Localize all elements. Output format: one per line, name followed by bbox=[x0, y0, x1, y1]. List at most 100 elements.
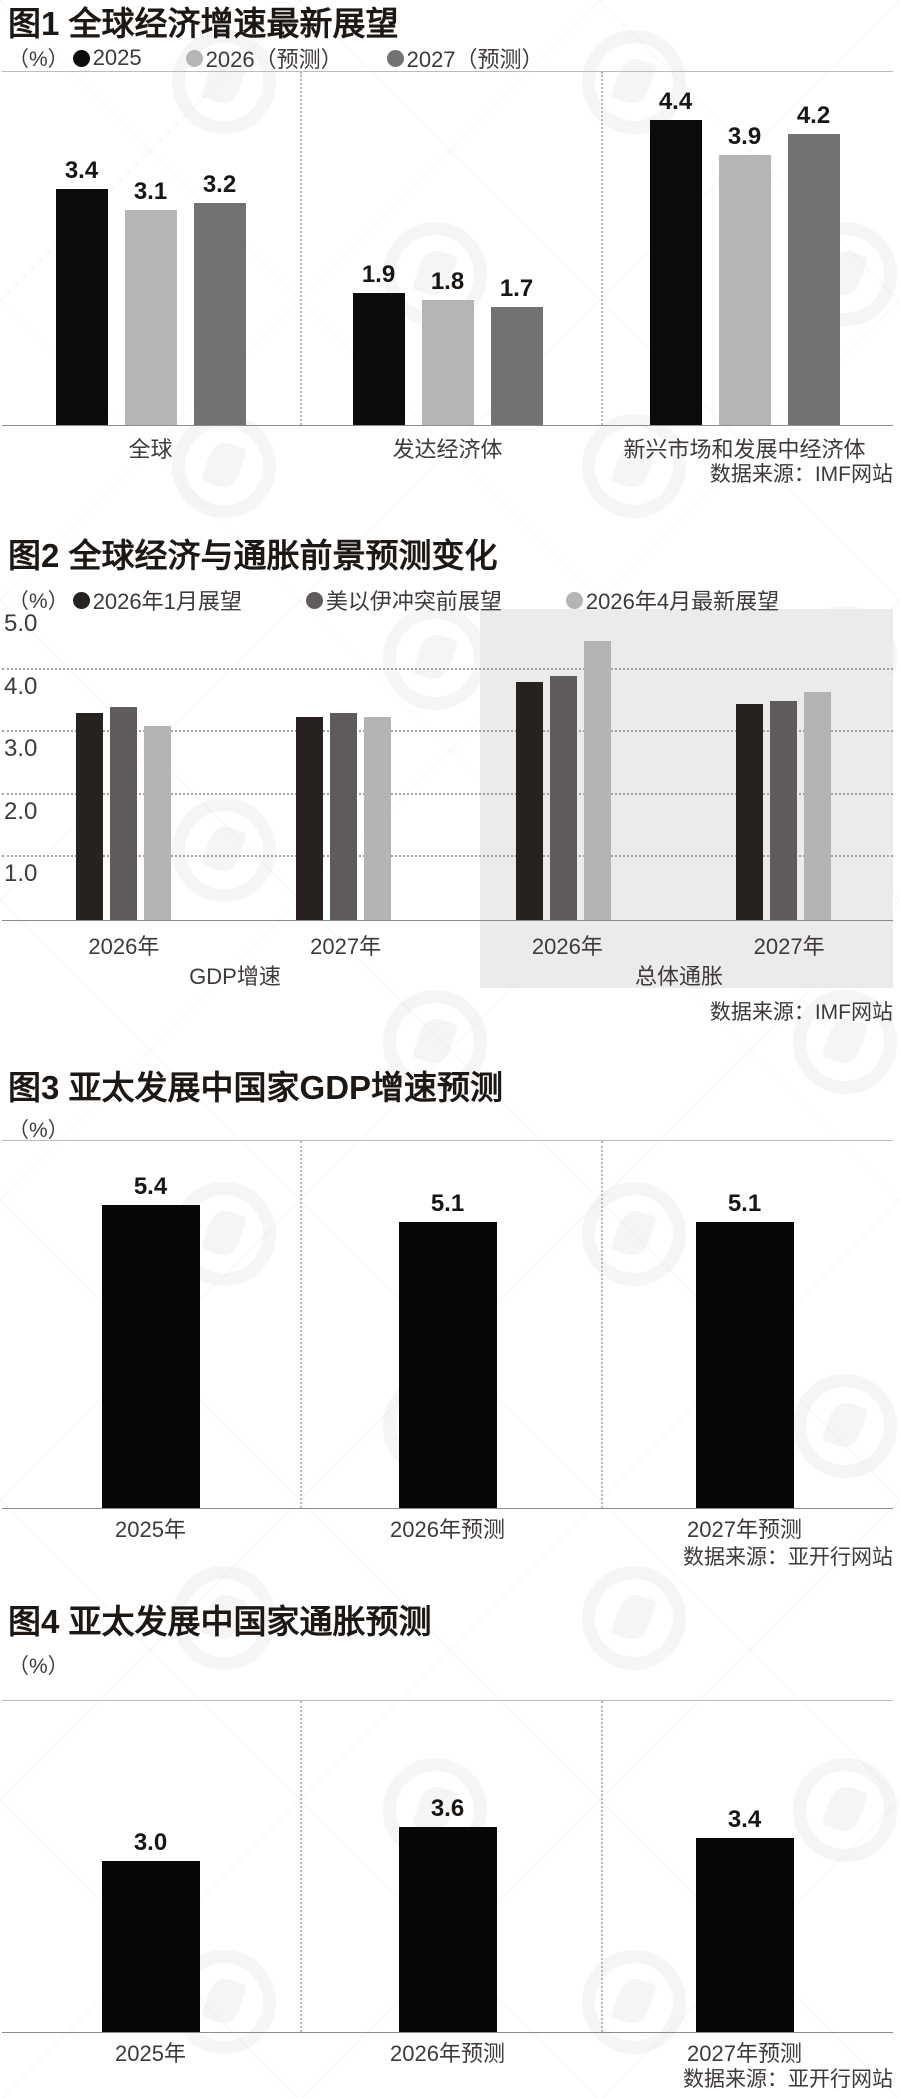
legend-label: 2025 bbox=[92, 45, 142, 70]
chart-plot-area: 3.4 3.1 3.2 1.9 1.8 1.7 4.4 3.9 4.2 bbox=[2, 71, 893, 426]
group-divider-line bbox=[601, 72, 603, 425]
bar-column: 5.1 bbox=[398, 1192, 497, 1508]
bar-column: 4.2 bbox=[787, 102, 840, 425]
bar-group: 5.1 bbox=[596, 1141, 893, 1508]
chart-title: 图3 亚太发展中国家GDP增速预测 bbox=[8, 1069, 504, 1106]
chart-title: 图1 全球经济增速最新展望 bbox=[8, 5, 399, 42]
data-source: 数据来源：亚开行网站 bbox=[683, 2068, 893, 2091]
bar-column bbox=[75, 713, 103, 920]
bar-value-label: 3.6 bbox=[430, 1795, 465, 1822]
x-axis-label: 2027年预测 bbox=[687, 1517, 802, 1542]
chart-legend: （%） 2025 2026（预测） 2027（预测） bbox=[8, 42, 588, 74]
bar-group: 3.4 3.1 3.2 bbox=[2, 72, 299, 425]
bar-value-label: 3.4 bbox=[727, 1806, 762, 1833]
legend-label: 2027（预测） bbox=[406, 47, 544, 72]
bar-group bbox=[673, 607, 893, 920]
bar-column bbox=[549, 676, 577, 920]
bar bbox=[398, 1827, 497, 2032]
x-axis-label: 2026年预测 bbox=[390, 1517, 505, 1542]
bar bbox=[295, 717, 323, 920]
chart-legend: （%） 2026年1月展望 美以伊冲突前展望 2026年4月最新展望 bbox=[8, 584, 843, 616]
legend-marker-icon bbox=[72, 49, 90, 67]
bar-column bbox=[735, 704, 763, 920]
bar-value-label: 3.0 bbox=[133, 1829, 168, 1856]
unit-label: （%） bbox=[8, 1655, 69, 1678]
bar bbox=[769, 701, 797, 920]
legend-label: 2026年1月展望 bbox=[92, 589, 242, 614]
gridline bbox=[2, 730, 893, 733]
bar-column: 5.4 bbox=[101, 1173, 200, 1508]
y-axis-tick: 5.0 bbox=[4, 610, 38, 637]
legend-item: 美以伊冲突前展望 bbox=[305, 584, 502, 616]
bar-column: 3.1 bbox=[124, 180, 177, 425]
group-divider-line bbox=[601, 1141, 603, 1508]
legend-label: 2026（预测） bbox=[205, 47, 343, 72]
x-axis-label: 2027年 bbox=[753, 934, 825, 959]
bar-value-label: 3.4 bbox=[64, 157, 99, 184]
bar-column bbox=[515, 682, 543, 920]
bar bbox=[75, 713, 103, 920]
bar bbox=[515, 682, 543, 920]
chart-apac-gdp-forecast: 图3 亚太发展中国家GDP增速预测 （%） 5.4 5.1 5.1 2025年 202… bbox=[0, 1060, 900, 1600]
bar-value-label: 4.2 bbox=[796, 102, 831, 129]
legend-marker-icon bbox=[185, 49, 203, 67]
bar-group bbox=[13, 607, 233, 920]
bar-column bbox=[769, 701, 797, 920]
x-axis-label: 全球 bbox=[128, 437, 173, 462]
bar bbox=[193, 203, 246, 425]
bar-column: 1.9 bbox=[352, 263, 405, 425]
bar-column: 4.4 bbox=[649, 90, 702, 425]
y-axis-tick: 2.0 bbox=[4, 797, 38, 825]
bar-column: 1.7 bbox=[490, 277, 543, 425]
bar bbox=[735, 704, 763, 920]
bar-column bbox=[329, 713, 357, 920]
legend-item: 2027（预测） bbox=[386, 42, 544, 74]
bar bbox=[55, 189, 108, 425]
bar-value-label: 3.9 bbox=[727, 123, 762, 150]
bar bbox=[124, 210, 177, 425]
x-axis-label: 2027年预测 bbox=[687, 2041, 802, 2066]
bar-group: 3.6 bbox=[299, 1701, 596, 2032]
legend-item: 2025 bbox=[72, 45, 142, 71]
bar-value-label: 5.1 bbox=[727, 1190, 762, 1217]
chart-plot-area: 1.0 2.0 3.0 4.0 5.0 bbox=[2, 607, 893, 921]
bar-column bbox=[109, 707, 137, 920]
bar-group: 3.0 bbox=[2, 1701, 299, 2032]
chart-title: 图2 全球经济与通胀前景预测变化 bbox=[8, 537, 498, 574]
bar-group: 5.1 bbox=[299, 1141, 596, 1508]
bar-group: 5.4 bbox=[2, 1141, 299, 1508]
unit-label: （%） bbox=[8, 1119, 69, 1142]
x-axis-labels: 2025年 2026年预测 2027年预测 bbox=[2, 1512, 893, 1544]
bar-value-label: 1.8 bbox=[430, 268, 465, 295]
bar bbox=[363, 717, 391, 920]
legend-label: 2026年4月最新展望 bbox=[585, 589, 780, 614]
bar-column bbox=[143, 726, 171, 920]
bar-column: 3.9 bbox=[718, 123, 771, 425]
legend-marker-icon bbox=[305, 591, 323, 609]
bar bbox=[649, 120, 702, 425]
bar-groups: 5.4 5.1 5.1 bbox=[2, 1141, 893, 1508]
bar-value-label: 5.4 bbox=[133, 1173, 168, 1200]
y-axis-tick: 3.0 bbox=[4, 735, 38, 763]
legend-marker-icon bbox=[386, 49, 404, 67]
x-axis-label: 2025年 bbox=[115, 2041, 186, 2066]
legend-item: 2026年4月最新展望 bbox=[565, 584, 780, 616]
bar-group: 4.4 3.9 4.2 bbox=[596, 72, 893, 425]
x-axis-labels: 全球 发达经济体 新兴市场和发展中经济体 bbox=[2, 432, 893, 464]
bar bbox=[398, 1222, 497, 1508]
bar bbox=[109, 707, 137, 920]
bar-column bbox=[583, 641, 611, 920]
chart-global-growth-outlook: 图1 全球经济增速最新展望 （%） 2025 2026（预测） 2027（预测） 3… bbox=[0, 0, 900, 510]
group-divider-line bbox=[601, 1701, 603, 2032]
bar bbox=[101, 1205, 200, 1508]
bar bbox=[695, 1222, 794, 1508]
bar-group bbox=[453, 607, 673, 920]
bar-groups: 3.0 3.6 3.4 bbox=[2, 1701, 893, 2032]
bar-column: 3.0 bbox=[101, 1829, 200, 2032]
data-source: 数据来源：亚开行网站 bbox=[683, 1546, 893, 1569]
bar-column: 3.2 bbox=[193, 173, 246, 425]
bar-group: 3.4 bbox=[596, 1701, 893, 2032]
y-axis-tick: 4.0 bbox=[4, 672, 38, 700]
x-axis-label: 2026年 bbox=[531, 934, 603, 959]
bar-column bbox=[295, 717, 323, 920]
